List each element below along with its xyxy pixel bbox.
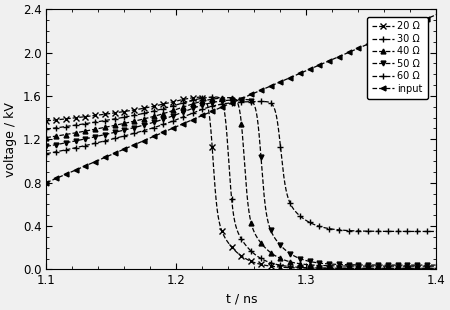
- 60 Ω: [278, 144, 283, 148]
- 20 Ω: [364, 267, 370, 270]
- Line: input: input: [44, 12, 439, 185]
- 50 Ω: [241, 98, 247, 101]
- input: [434, 13, 439, 16]
- 20 Ω: [114, 111, 120, 114]
- 40 Ω: [335, 264, 340, 268]
- 20 Ω: [278, 265, 283, 269]
- 50 Ω: [193, 105, 198, 109]
- input: [114, 150, 120, 154]
- 30 Ω: [278, 264, 283, 267]
- 20 Ω: [193, 95, 198, 99]
- 50 Ω: [278, 243, 283, 247]
- 50 Ω: [434, 263, 439, 267]
- 30 Ω: [364, 267, 370, 270]
- 30 Ω: [335, 266, 340, 270]
- 40 Ω: [193, 101, 198, 105]
- 50 Ω: [44, 144, 49, 148]
- 20 Ω: [297, 266, 303, 270]
- 20 Ω: [197, 95, 202, 99]
- 30 Ω: [193, 98, 198, 101]
- 40 Ω: [44, 136, 49, 140]
- 40 Ω: [364, 264, 370, 268]
- 60 Ω: [335, 228, 340, 232]
- Line: 50 Ω: 50 Ω: [44, 97, 439, 268]
- 30 Ω: [434, 267, 439, 270]
- 20 Ω: [434, 267, 439, 270]
- 40 Ω: [297, 262, 303, 266]
- Line: 60 Ω: 60 Ω: [44, 99, 439, 234]
- 30 Ω: [44, 127, 49, 131]
- input: [44, 181, 49, 184]
- 60 Ω: [434, 230, 439, 233]
- 60 Ω: [44, 152, 49, 156]
- input: [193, 117, 198, 120]
- input: [335, 55, 340, 59]
- 40 Ω: [226, 96, 232, 100]
- 50 Ω: [114, 130, 120, 134]
- Line: 40 Ω: 40 Ω: [44, 95, 439, 268]
- Legend: 20 Ω, 30 Ω, 40 Ω, 50 Ω, 60 Ω, input: 20 Ω, 30 Ω, 40 Ω, 50 Ω, 60 Ω, input: [367, 17, 428, 99]
- 60 Ω: [193, 110, 198, 114]
- 20 Ω: [44, 119, 49, 123]
- Y-axis label: voltage / kV: voltage / kV: [4, 102, 17, 177]
- 40 Ω: [278, 257, 283, 260]
- input: [278, 80, 283, 84]
- 40 Ω: [114, 123, 120, 127]
- 60 Ω: [114, 136, 120, 140]
- 50 Ω: [297, 257, 303, 260]
- 30 Ω: [297, 266, 303, 269]
- input: [297, 72, 303, 75]
- 50 Ω: [335, 263, 340, 266]
- 60 Ω: [364, 229, 370, 233]
- 50 Ω: [364, 263, 370, 267]
- Line: 30 Ω: 30 Ω: [44, 94, 439, 271]
- 30 Ω: [212, 95, 217, 99]
- input: [364, 42, 370, 46]
- 20 Ω: [335, 266, 340, 270]
- 60 Ω: [297, 214, 303, 218]
- 40 Ω: [434, 264, 439, 268]
- 30 Ω: [114, 117, 120, 120]
- X-axis label: t / ns: t / ns: [225, 293, 257, 306]
- Line: 20 Ω: 20 Ω: [44, 95, 439, 271]
- 60 Ω: [258, 100, 264, 103]
